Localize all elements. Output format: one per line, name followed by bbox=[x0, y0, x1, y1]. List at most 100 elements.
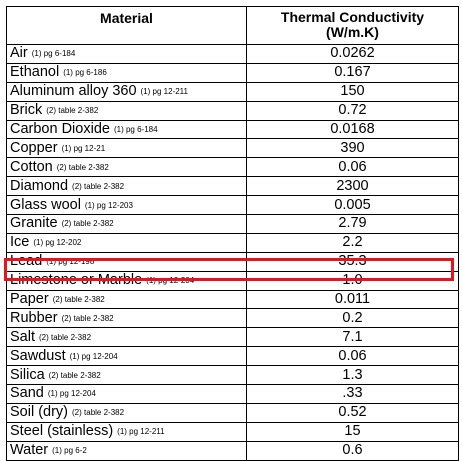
material-cell: Sawdust (1) pg 12-204 bbox=[6, 346, 247, 367]
material-name: Silica bbox=[10, 366, 45, 383]
material-cell: Ice (1) pg 12-202 bbox=[6, 232, 247, 253]
conductivity-value: 1.0 bbox=[246, 270, 459, 291]
conductivity-value: .33 bbox=[246, 384, 459, 404]
reference-note: (1) pg 12-198 bbox=[46, 257, 95, 267]
reference-note: (1) pg 12-204 bbox=[47, 389, 96, 399]
material-name: Lead bbox=[10, 253, 43, 270]
conductivity-value: 35.3 bbox=[246, 251, 459, 272]
conductivity-column-header: Thermal Conductivity (W/m.K) bbox=[246, 6, 459, 45]
conductivity-value: 0.167 bbox=[246, 62, 459, 83]
material-name: Rubber bbox=[10, 309, 58, 326]
conductivity-value: 1.3 bbox=[246, 365, 459, 386]
table-row: Lead (1) pg 12-198 35.3 bbox=[6, 251, 459, 272]
material-cell: Paper (2) table 2-382 bbox=[6, 289, 247, 310]
table-row: Sand (1) pg 12-204.33 bbox=[6, 384, 459, 404]
table-row: Ethanol (1) pg 6-186 0.167 bbox=[6, 62, 459, 83]
material-name: Limestone or Marble bbox=[10, 272, 143, 289]
conductivity-value: 7.1 bbox=[246, 327, 459, 348]
material-name: Copper bbox=[10, 139, 58, 156]
reference-note: (2) table 2-382 bbox=[61, 219, 114, 229]
conductivity-value: 2.79 bbox=[246, 214, 459, 234]
table-row: Granite (2) table 2-382 2.79 bbox=[6, 214, 459, 234]
reference-note: (2) table 2-382 bbox=[72, 181, 125, 191]
material-cell: Granite (2) table 2-382 bbox=[6, 214, 247, 234]
conductivity-value: 0.2 bbox=[246, 308, 459, 329]
table-row: Soil (dry) (2) table 2-382 0.52 bbox=[6, 402, 459, 423]
material-cell: Diamond (2) table 2-382 bbox=[6, 176, 247, 197]
material-cell: Cotton (2) table 2-382 bbox=[6, 157, 247, 178]
table-row: Copper (1) pg 12-21 390 bbox=[6, 138, 459, 159]
conductivity-value: 15 bbox=[246, 421, 459, 442]
reference-note: (2) table 2-382 bbox=[52, 295, 105, 305]
material-name: Cotton bbox=[10, 158, 53, 175]
reference-note: (2) table 2-382 bbox=[48, 370, 101, 380]
table-row: Aluminum alloy 360 (1) pg 12-211 150 bbox=[6, 81, 459, 102]
material-cell: Steel (stainless) (1) pg 12-211 bbox=[6, 421, 247, 442]
material-cell: Lead (1) pg 12-198 bbox=[6, 251, 247, 272]
material-cell: Ethanol (1) pg 6-186 bbox=[6, 62, 247, 83]
material-cell: Limestone or Marble (1) pg 12-204 bbox=[6, 270, 247, 291]
reference-note: (1) pg 12-204 bbox=[69, 351, 118, 361]
table-row: Brick (2) table 2-382 0.72 bbox=[6, 100, 459, 121]
table-row: Carbon Dioxide (1) pg 6-184 0.0168 bbox=[6, 119, 459, 140]
reference-note: (1) pg 6-186 bbox=[63, 68, 107, 78]
conductivity-value: 0.06 bbox=[246, 346, 459, 367]
table-row: Glass wool (1) pg 12-203 0.005 bbox=[6, 195, 459, 216]
material-name: Soil (dry) bbox=[10, 404, 69, 421]
conductivity-table-container: Material Thermal Conductivity (W/m.K) Ai… bbox=[6, 6, 459, 461]
reference-note: (1) pg 12-21 bbox=[61, 143, 106, 153]
reference-note: (2) table 2-382 bbox=[39, 332, 92, 342]
material-name: Salt bbox=[10, 328, 35, 345]
reference-note: (1) pg 6-2 bbox=[52, 446, 87, 456]
conductivity-value: 0.72 bbox=[246, 100, 459, 121]
material-name: Air bbox=[10, 45, 28, 62]
material-name: Water bbox=[10, 442, 49, 459]
reference-note: (2) table 2-382 bbox=[61, 313, 114, 323]
conductivity-value: 0.6 bbox=[246, 440, 459, 461]
material-cell: Rubber (2) table 2-382 bbox=[6, 308, 247, 329]
material-cell: Silica (2) table 2-382 bbox=[6, 365, 247, 386]
table-row: Silica (2) table 2-382 1.3 bbox=[6, 365, 459, 386]
material-cell: Water (1) pg 6-2 bbox=[6, 440, 247, 461]
material-cell: Sand (1) pg 12-204 bbox=[6, 384, 247, 404]
material-name: Sawdust bbox=[10, 347, 66, 364]
reference-note: (2) table 2-382 bbox=[72, 408, 125, 418]
reference-note: (1) pg 6-184 bbox=[113, 125, 158, 134]
table-row: Sawdust (1) pg 12-204 0.06 bbox=[6, 346, 459, 367]
reference-note: (1) pg 12-202 bbox=[33, 238, 82, 248]
material-name: Brick bbox=[10, 102, 43, 119]
material-cell: Copper (1) pg 12-21 bbox=[6, 138, 247, 159]
material-name: Sand bbox=[10, 385, 44, 402]
conductivity-value: 0.52 bbox=[246, 402, 459, 423]
conductivity-value: 0.06 bbox=[246, 157, 459, 178]
reference-note: (1) pg 12-203 bbox=[84, 200, 133, 210]
conductivity-value: 0.011 bbox=[246, 289, 459, 310]
conductivity-value: 0.0168 bbox=[246, 119, 459, 140]
material-cell: Air (1) pg 6-184 bbox=[6, 44, 247, 64]
conductivity-value: 0.0262 bbox=[246, 44, 459, 64]
conductivity-value: 2.2 bbox=[246, 232, 459, 253]
reference-note: (1) pg 12-204 bbox=[146, 276, 195, 286]
material-name: Paper bbox=[10, 291, 49, 308]
material-cell: Brick (2) table 2-382 bbox=[6, 100, 247, 121]
thermal-conductivity-table: Material Thermal Conductivity (W/m.K) Ai… bbox=[6, 6, 459, 461]
table-row: Water (1) pg 6-2 0.6 bbox=[6, 440, 459, 461]
table-row: Cotton (2) table 2-382 0.06 bbox=[6, 157, 459, 178]
table-row: Steel (stainless) (1) pg 12-211 15 bbox=[6, 421, 459, 442]
conductivity-header-line1: Thermal Conductivity bbox=[280, 9, 425, 25]
table-row: Rubber (2) table 2-382 0.2 bbox=[6, 308, 459, 329]
conductivity-value: 2300 bbox=[246, 176, 459, 197]
material-name: Diamond bbox=[10, 177, 69, 194]
material-name: Ice bbox=[10, 234, 30, 251]
material-name: Aluminum alloy 360 bbox=[10, 83, 137, 100]
reference-note: (2) table 2-382 bbox=[46, 106, 99, 116]
material-cell: Salt (2) table 2-382 bbox=[6, 327, 247, 348]
material-name: Granite bbox=[10, 215, 58, 232]
table-row: Salt (2) table 2-382 7.1 bbox=[6, 327, 459, 348]
table-row: Paper (2) table 2-382 0.011 bbox=[6, 289, 459, 310]
reference-note: (1) pg 12-211 bbox=[140, 87, 188, 97]
table-row: Diamond (2) table 2-382 2300 bbox=[6, 176, 459, 197]
material-cell: Glass wool (1) pg 12-203 bbox=[6, 195, 247, 216]
reference-note: (2) table 2-382 bbox=[56, 162, 109, 172]
conductivity-value: 0.005 bbox=[246, 195, 459, 216]
